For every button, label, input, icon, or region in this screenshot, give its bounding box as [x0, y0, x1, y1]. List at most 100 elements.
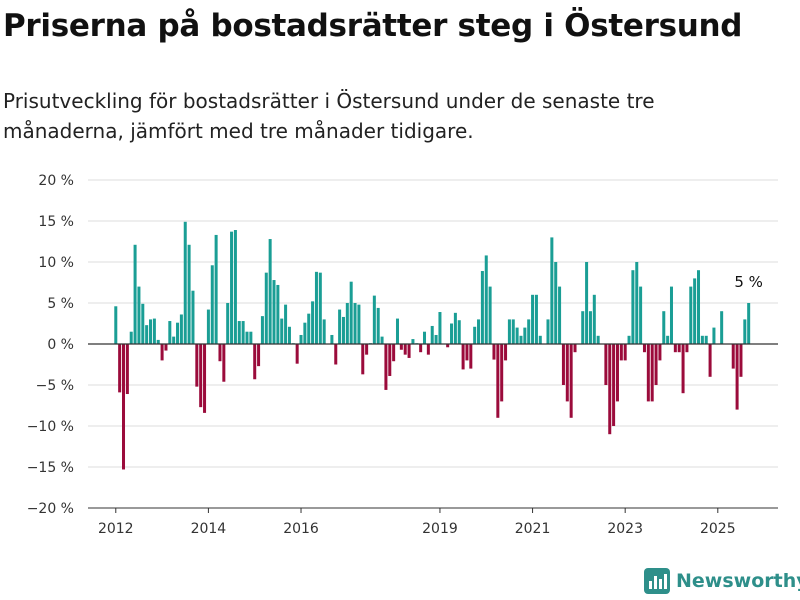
bar: [118, 344, 122, 393]
bar: [183, 221, 187, 344]
bar: [484, 255, 488, 344]
chart-subtitle: Prisutveckling för bostadsrätter i Öster…: [3, 89, 655, 143]
bar: [677, 344, 681, 353]
bar: [693, 278, 697, 344]
bar: [392, 344, 396, 362]
bar: [149, 319, 153, 344]
bar: [403, 344, 407, 355]
bar: [712, 327, 716, 344]
bar: [588, 311, 592, 344]
bar: [639, 286, 643, 344]
bars: [114, 221, 751, 470]
bar: [619, 344, 623, 361]
bar: [295, 344, 299, 364]
bar: [361, 344, 365, 375]
bar: [168, 321, 172, 344]
bar: [504, 344, 508, 361]
x-tick-label: 2025: [700, 521, 736, 537]
x-tick-label: 2016: [283, 521, 319, 537]
bar: [592, 294, 596, 344]
bar: [230, 231, 234, 344]
bar: [461, 344, 465, 370]
bar-chart: 20 % 15 % 10 % 5 % 0 % −5 % −10 % −15 % −20 % 20…: [27, 173, 778, 537]
bar: [469, 344, 473, 369]
bar: [608, 344, 612, 435]
bar: [129, 331, 133, 344]
bar: [203, 344, 207, 413]
bar: [341, 316, 345, 344]
bar: [646, 344, 650, 402]
bar: [426, 344, 430, 355]
bar: [450, 323, 454, 344]
bar: [156, 339, 160, 344]
bar: [137, 286, 141, 344]
bar: [581, 311, 585, 344]
bar: [349, 281, 353, 344]
bar: [384, 344, 388, 390]
bar: [160, 344, 164, 361]
bar: [191, 290, 195, 344]
bar: [176, 322, 180, 344]
bar: [615, 344, 619, 402]
bar: [685, 344, 689, 353]
bar: [631, 270, 635, 344]
bar: [241, 321, 245, 344]
bar: [284, 304, 288, 344]
bar: [554, 262, 558, 344]
bar: [399, 344, 403, 350]
x-axis: 2012 2014 2016 2019 2021 2023 2025: [88, 507, 778, 537]
bar: [565, 344, 569, 402]
y-tick-label: 15 %: [38, 214, 74, 230]
bar: [515, 327, 519, 344]
bar: [303, 322, 307, 344]
bar: [395, 318, 399, 344]
bar: [257, 344, 261, 367]
bar: [311, 301, 315, 344]
newsworthy-brand: Newsworthy: [644, 568, 800, 594]
bar: [465, 344, 469, 361]
bar: [249, 331, 253, 344]
bar: [195, 344, 199, 387]
bar: [700, 335, 704, 344]
bar: [210, 265, 214, 344]
newsworthy-logo-icon: [644, 568, 670, 594]
bar: [268, 239, 272, 344]
bar: [199, 344, 203, 408]
bar: [114, 306, 118, 344]
bar: [372, 295, 376, 344]
bar: [735, 344, 739, 410]
bar: [689, 286, 693, 344]
bar: [322, 319, 326, 344]
y-tick-label: −20 %: [27, 501, 74, 517]
bar: [697, 270, 701, 344]
bar: [561, 344, 565, 385]
bar: [477, 319, 481, 344]
bar: [253, 344, 257, 380]
bar: [314, 271, 318, 344]
bar: [673, 344, 677, 353]
x-tick-label: 2014: [191, 521, 227, 537]
bar: [172, 336, 176, 344]
bar: [376, 307, 380, 344]
bar: [206, 309, 210, 344]
bar: [453, 312, 457, 344]
bar: [666, 335, 670, 344]
bar: [365, 344, 369, 355]
bar: [434, 334, 438, 344]
bar: [662, 311, 666, 344]
bar: [511, 319, 515, 344]
bar: [446, 344, 450, 348]
bar: [457, 320, 461, 344]
bar: [546, 319, 550, 344]
bar: [307, 313, 311, 344]
bar: [569, 344, 573, 418]
bar: [264, 272, 268, 344]
bar: [226, 303, 230, 344]
bar: [519, 335, 523, 344]
bar: [141, 303, 145, 344]
bar: [152, 318, 156, 344]
x-tick-label: 2021: [515, 521, 551, 537]
bar: [318, 272, 322, 344]
bar: [233, 230, 237, 344]
bar: [145, 325, 149, 344]
